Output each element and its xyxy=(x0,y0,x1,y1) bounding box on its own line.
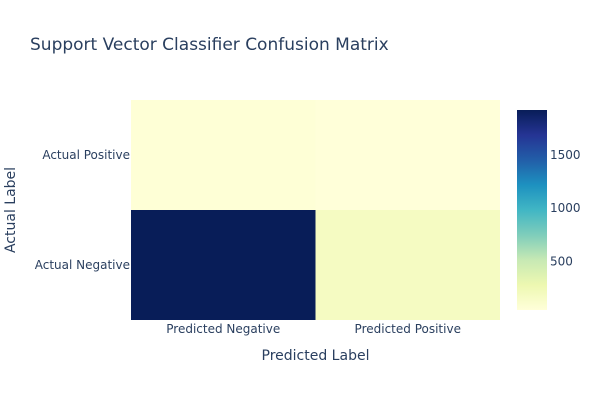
y-tick-label: Actual Positive xyxy=(42,148,130,162)
colorbar-tick-label: 500 xyxy=(550,254,573,268)
heatmap-cell xyxy=(315,210,500,320)
colorbar xyxy=(517,110,547,310)
colorbar-tick-label: 1500 xyxy=(550,148,581,162)
y-axis-label: Actual Label xyxy=(3,167,19,253)
heatmap-cell xyxy=(131,210,316,320)
heatmap-cell xyxy=(131,100,316,210)
heatmap-cell xyxy=(315,100,500,210)
x-tick-label: Predicted Negative xyxy=(166,322,280,336)
chart-title: Support Vector Classifier Confusion Matr… xyxy=(30,35,389,55)
colorbar-ticks: 500 1000 1500 xyxy=(550,148,581,269)
y-tick-labels: Actual Negative Actual Positive xyxy=(35,148,130,272)
x-tick-label: Predicted Positive xyxy=(355,322,461,336)
x-tick-labels: Predicted Negative Predicted Positive xyxy=(166,322,461,336)
colorbar-tick-label: 1000 xyxy=(550,201,581,215)
x-axis-label: Predicted Label xyxy=(262,348,370,364)
heatmap-cells xyxy=(131,100,500,320)
y-tick-label: Actual Negative xyxy=(35,258,130,272)
